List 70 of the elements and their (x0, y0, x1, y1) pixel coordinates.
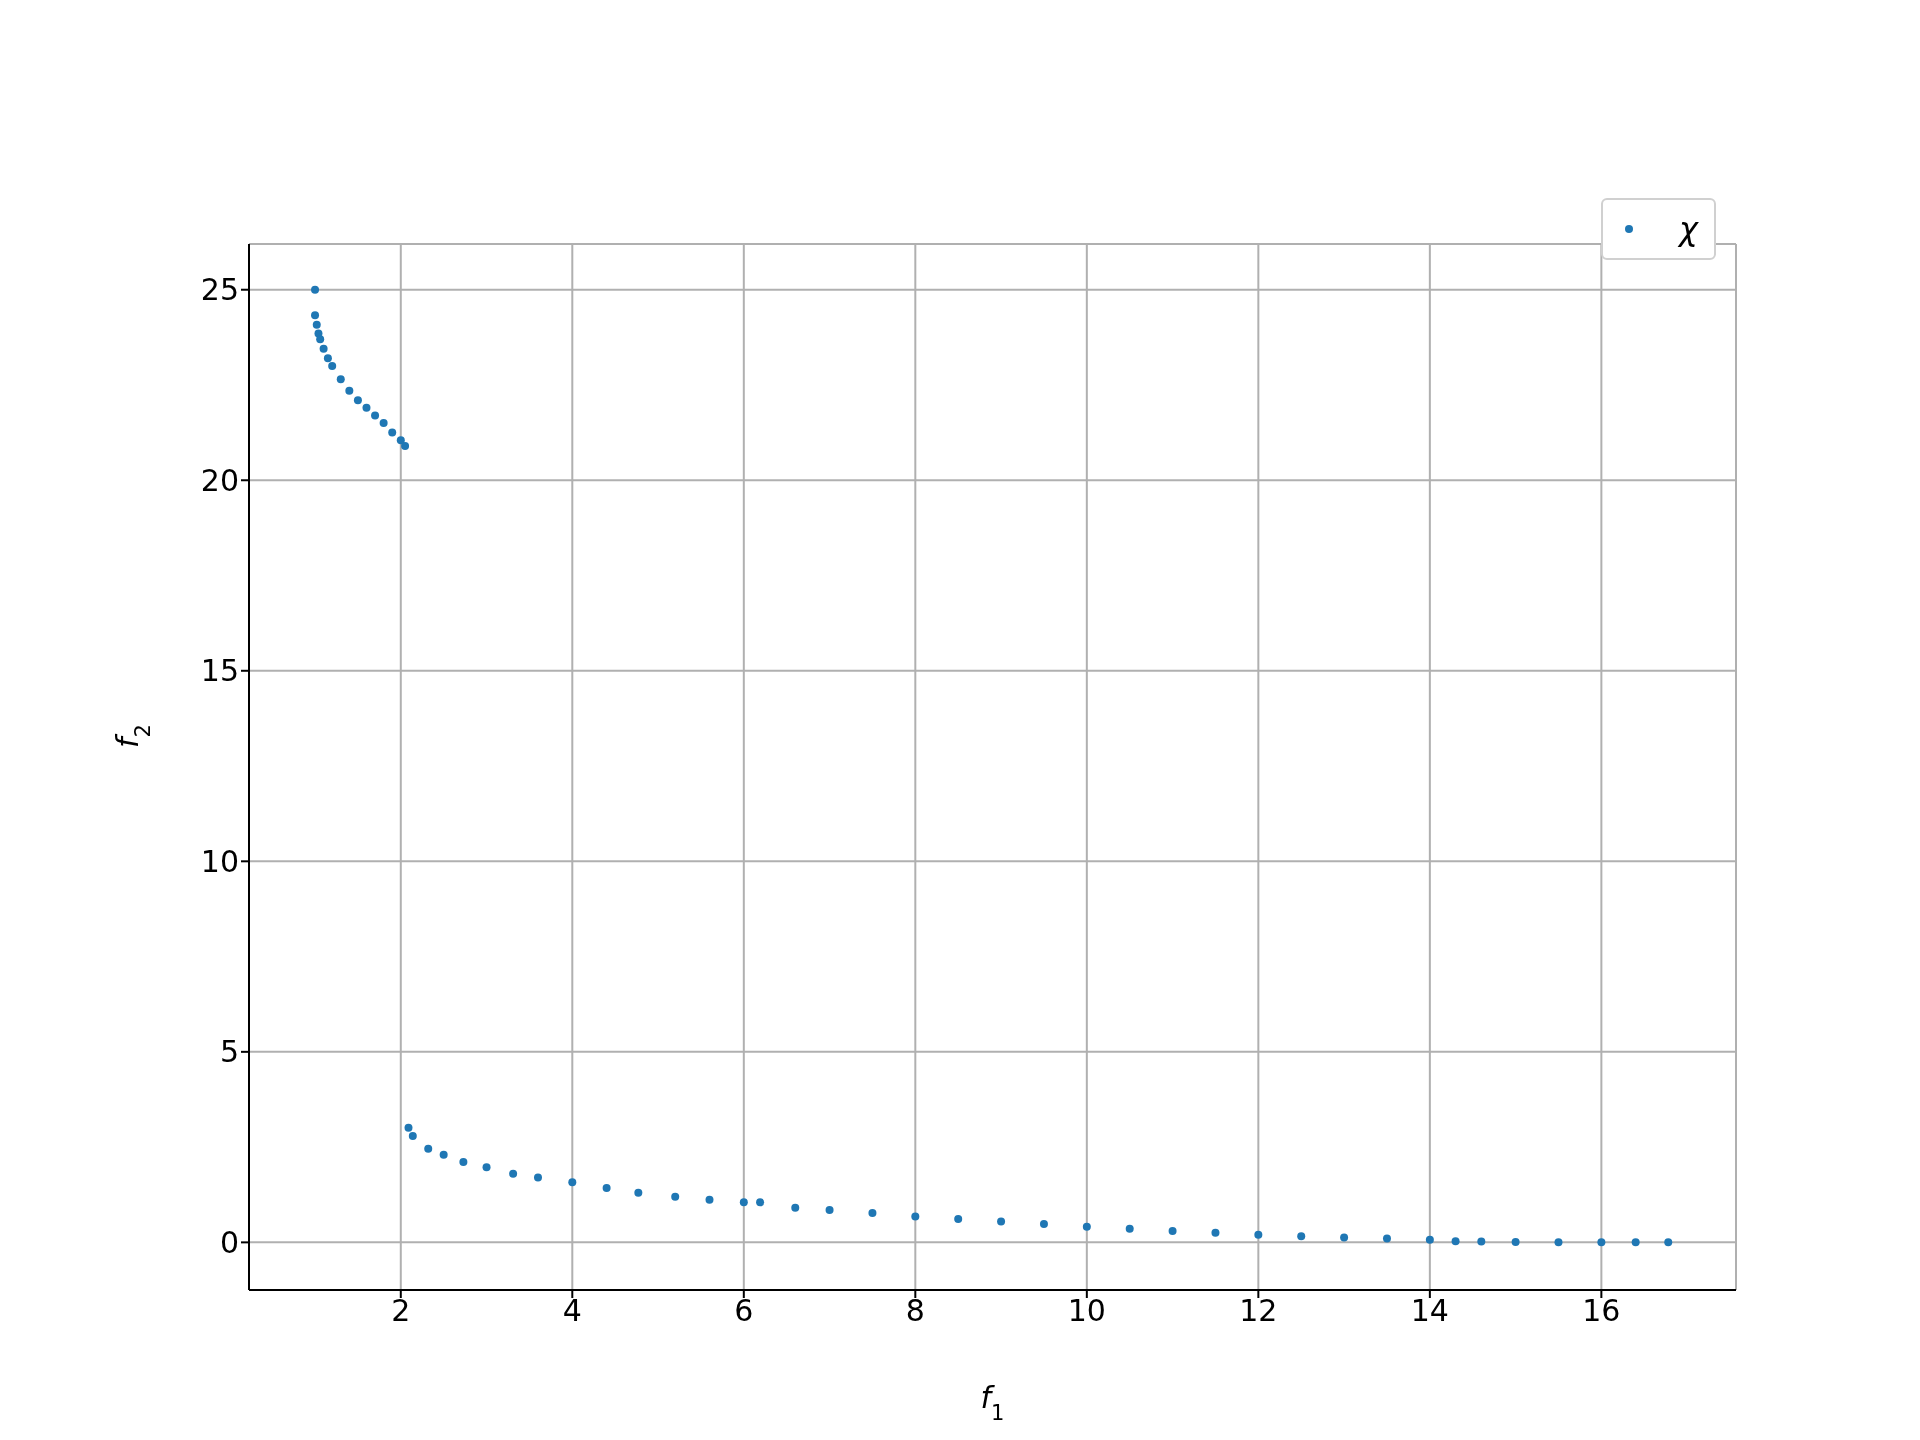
point (1477, 1237, 1486, 1246)
point (1425, 1235, 1434, 1244)
point (396, 436, 405, 445)
x-tick-label: 12 (1239, 1293, 1278, 1329)
point (534, 1173, 542, 1182)
point (362, 403, 371, 412)
y-tick-label: 0 (219, 1225, 239, 1261)
point (404, 1123, 413, 1132)
point (868, 1209, 877, 1218)
y-tick-label: 20 (200, 462, 239, 498)
point (825, 1205, 834, 1214)
x-tick-label: 6 (734, 1293, 754, 1329)
point (336, 375, 345, 384)
point (1631, 1238, 1640, 1247)
point (954, 1215, 963, 1224)
point (371, 411, 380, 420)
point (424, 1144, 433, 1153)
point (1039, 1220, 1048, 1229)
point (345, 386, 354, 395)
point (353, 396, 362, 405)
point (705, 1195, 714, 1204)
point (756, 1198, 765, 1207)
point (1340, 1233, 1349, 1242)
point (911, 1212, 920, 1221)
point (1511, 1237, 1520, 1246)
point (1125, 1224, 1134, 1233)
point (408, 1132, 417, 1141)
x-tick-label: 16 (1582, 1293, 1621, 1329)
point (459, 1157, 468, 1166)
point (482, 1163, 491, 1172)
point (568, 1178, 577, 1187)
y-tick-label: 5 (219, 1034, 239, 1070)
point (311, 285, 320, 294)
point (739, 1198, 748, 1207)
point (1254, 1230, 1263, 1239)
point (319, 344, 328, 353)
point (1382, 1234, 1391, 1243)
point (1664, 1238, 1673, 1247)
y-tick-label: 15 (200, 653, 239, 689)
point (1082, 1222, 1091, 1231)
point (634, 1188, 643, 1197)
point (328, 361, 337, 370)
point (1168, 1226, 1177, 1235)
x-tick-label: 14 (1410, 1293, 1449, 1329)
point (1451, 1237, 1460, 1246)
point (671, 1192, 680, 1201)
legend-label: χ (1679, 210, 1698, 248)
point (388, 428, 397, 437)
y-tick-label: 25 (200, 272, 239, 308)
point (316, 335, 325, 344)
point (791, 1203, 800, 1212)
point (312, 320, 321, 329)
point (509, 1169, 518, 1178)
y-tick-label: 10 (200, 843, 239, 879)
point (311, 311, 320, 320)
x-tick-label: 2 (391, 1293, 411, 1329)
x-tick-label: 4 (562, 1293, 582, 1329)
point (1211, 1228, 1220, 1237)
point (401, 441, 410, 450)
x-axis-title: f$_{1}$ (980, 1380, 1005, 1425)
point (602, 1183, 611, 1192)
x-tick-label: 10 (1067, 1293, 1106, 1329)
point (439, 1150, 448, 1159)
point (379, 419, 388, 428)
point (997, 1217, 1006, 1226)
point (1554, 1238, 1563, 1247)
x-tick-label: 8 (905, 1293, 925, 1329)
point (1297, 1232, 1306, 1241)
point (323, 354, 332, 363)
point (1597, 1238, 1606, 1247)
